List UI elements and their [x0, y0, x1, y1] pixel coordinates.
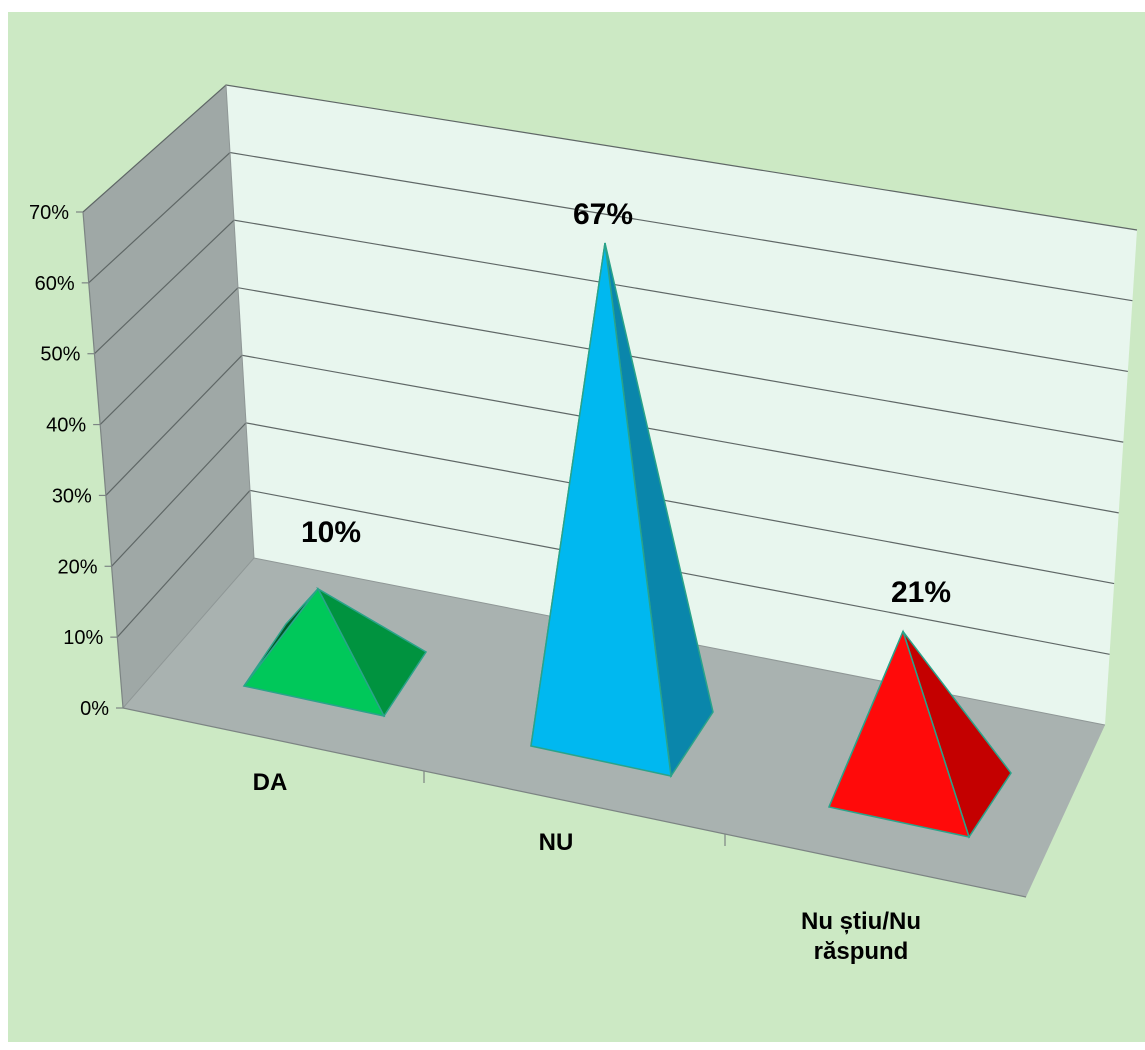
- y-tick-label: 10%: [63, 627, 103, 649]
- pyramid-front-face: [530, 242, 672, 777]
- x-category-label-line: DA: [253, 769, 288, 796]
- pyramid-front-face: [827, 629, 971, 839]
- y-tick-label: 60%: [35, 273, 75, 295]
- back-wall: [226, 85, 1137, 725]
- y-axis-line: [82, 211, 124, 709]
- data-label: 21%: [891, 576, 951, 609]
- x-category-label: DA: [253, 769, 288, 796]
- x-category-label-line: Nu știu/Nu: [801, 908, 921, 935]
- x-category-label: Nu știu/Nu răspund: [801, 908, 921, 965]
- pyramid-bar: [242, 586, 428, 718]
- pyramid-front-face: [242, 587, 386, 718]
- chart-panel: 0% 10% 20% 30% 40% 50% 60% 70% 10% DA 67% NU 21% Nu …: [8, 12, 1145, 1042]
- y-tick-label: 40%: [46, 415, 86, 437]
- pyramid-chart: 0% 10% 20% 30% 40% 50% 60% 70% 10% DA 67% NU 21% Nu …: [8, 12, 1145, 1042]
- y-tick-label: 50%: [40, 344, 80, 366]
- pyramid-bar: [827, 629, 1012, 839]
- y-tick-label: 20%: [58, 556, 98, 578]
- y-tick-label: 0%: [80, 698, 109, 720]
- wall-corner-edge: [225, 84, 255, 559]
- y-tick-label: 70%: [29, 202, 69, 224]
- x-axis-line: [122, 707, 1027, 898]
- x-category-label: NU: [539, 829, 574, 856]
- side-wall: [83, 85, 254, 708]
- x-category-label-line: răspund: [814, 938, 909, 965]
- data-label: 10%: [301, 516, 361, 549]
- x-category-label-line: NU: [539, 829, 574, 856]
- pyramid-bar: [530, 242, 714, 779]
- data-label: 67%: [573, 198, 633, 231]
- y-tick-label: 30%: [52, 485, 92, 507]
